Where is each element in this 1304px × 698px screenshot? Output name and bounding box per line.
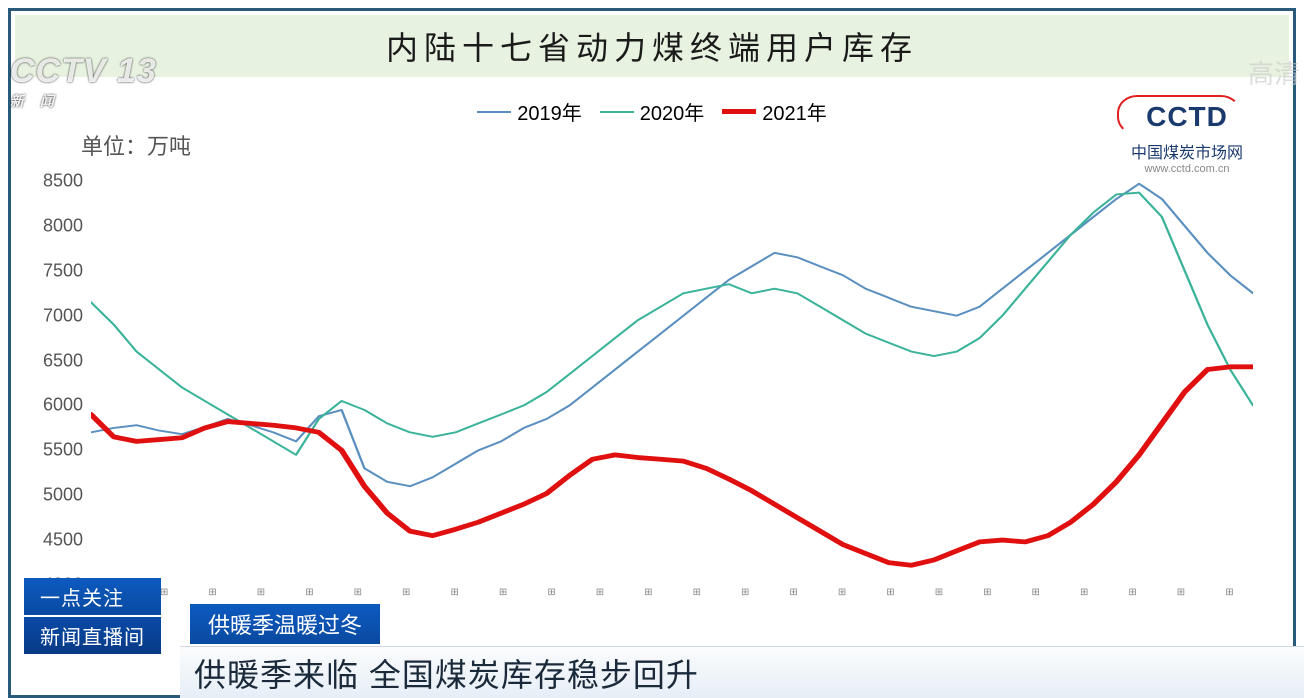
- x-tick-mark: ⊞: [1156, 587, 1204, 599]
- y-axis-unit: 单位：万吨: [81, 129, 191, 161]
- x-tick-mark: ⊞: [382, 587, 430, 599]
- legend-label: 2020年: [640, 97, 705, 126]
- x-tick-mark: ⊞: [1205, 587, 1253, 599]
- x-tick-mark: ⊞: [1108, 587, 1156, 599]
- x-tick-mark: ⊞: [285, 587, 333, 599]
- chart-frame: 内陆十七省动力煤终端用户库存 2019年 2020年 2021年 单位：万吨 CCT…: [8, 8, 1296, 698]
- source-logo: CCTD 中国煤炭市场网 www.cctd.com.cn: [1131, 101, 1243, 175]
- series-line: [91, 184, 1253, 487]
- x-tick-mark: ⊞: [769, 587, 817, 599]
- chart-svg: [91, 181, 1253, 585]
- y-tick-label: 6500: [31, 350, 83, 371]
- logo-subtitle: 中国煤炭市场网: [1131, 139, 1243, 163]
- legend-swatch: [600, 111, 634, 113]
- y-tick-label: 8000: [31, 215, 83, 236]
- logo-url: www.cctd.com.cn: [1131, 163, 1243, 175]
- x-tick-mark: ⊞: [527, 587, 575, 599]
- x-tick-mark: ⊞: [575, 587, 623, 599]
- x-tick-mark: ⊞: [188, 587, 236, 599]
- channel-watermark: CCTV 13 新 闻: [10, 52, 157, 111]
- logo-text: CCTD: [1131, 101, 1243, 133]
- hd-watermark: 高清: [1248, 54, 1300, 91]
- x-tick-mark: ⊞: [1059, 587, 1107, 599]
- chart-legend: 2019年 2020年 2021年: [11, 77, 1293, 132]
- x-tick-mark: ⊞: [866, 587, 914, 599]
- legend-swatch: [477, 111, 511, 113]
- y-tick-label: 4500: [31, 530, 83, 551]
- legend-item: 2020年: [600, 97, 705, 126]
- x-tick-mark: ⊞: [236, 587, 284, 599]
- chart-title: 内陆十七省动力煤终端用户库存: [386, 30, 918, 66]
- legend-swatch: [722, 109, 756, 114]
- y-tick-label: 6000: [31, 395, 83, 416]
- channel-id: CCTV 13: [10, 52, 157, 91]
- x-tick-mark: ⊞: [672, 587, 720, 599]
- headline-bar: 供暖季来临 全国煤炭库存稳步回升: [180, 646, 1304, 698]
- tag-stack: 一点关注 新闻直播间: [24, 576, 161, 654]
- y-tick-label: 7000: [31, 305, 83, 326]
- x-tick-mark: ⊞: [333, 587, 381, 599]
- x-tick-mark: ⊞: [478, 587, 526, 599]
- x-tick-mark: ⊞: [430, 587, 478, 599]
- channel-sub: 新 闻: [10, 91, 157, 111]
- y-tick-label: 7500: [31, 260, 83, 281]
- x-tick-mark: ⊞: [720, 587, 768, 599]
- y-axis-labels: 4000450050005500600065007000750080008500: [31, 181, 83, 585]
- series-line: [91, 367, 1253, 565]
- legend-label: 2021年: [762, 97, 827, 126]
- focus-tag: 一点关注: [24, 578, 161, 615]
- legend-label: 2019年: [517, 97, 582, 126]
- news-lower-third: 一点关注 新闻直播间 供暖季温暖过冬 供暖季来临 全国煤炭库存稳步回升: [0, 600, 1304, 698]
- y-tick-label: 5500: [31, 440, 83, 461]
- banner-topic: 供暖季温暖过冬: [190, 604, 380, 644]
- legend-item: 2019年: [477, 97, 582, 126]
- headline-text: 供暖季来临 全国煤炭库存稳步回升: [194, 650, 699, 696]
- x-axis-ticks: ⊞⊞⊞⊞⊞⊞⊞⊞⊞⊞⊞⊞⊞⊞⊞⊞⊞⊞⊞⊞⊞⊞⊞⊞: [91, 587, 1253, 599]
- x-tick-mark: ⊞: [817, 587, 865, 599]
- x-tick-mark: ⊞: [624, 587, 672, 599]
- legend-item: 2021年: [722, 97, 827, 126]
- x-tick-mark: ⊞: [914, 587, 962, 599]
- chart-plot-area: [91, 181, 1253, 585]
- x-tick-mark: ⊞: [1011, 587, 1059, 599]
- chart-title-band: 内陆十七省动力煤终端用户库存: [15, 15, 1289, 77]
- program-tag: 新闻直播间: [24, 617, 161, 654]
- x-tick-mark: ⊞: [963, 587, 1011, 599]
- y-tick-label: 8500: [31, 171, 83, 192]
- y-tick-label: 5000: [31, 485, 83, 506]
